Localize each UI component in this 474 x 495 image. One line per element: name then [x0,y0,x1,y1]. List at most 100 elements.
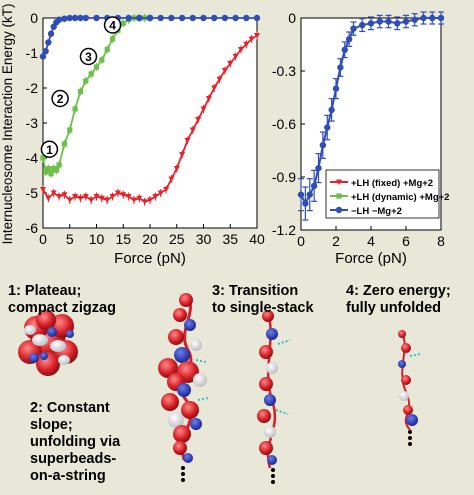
left-data-point [173,166,180,172]
left-data-point [253,14,261,22]
left-data-point [200,14,207,22]
left-data-point [104,46,110,53]
right-data-point [328,106,335,114]
right-data-point [411,16,418,23]
right-data-point [297,191,305,198]
left-data-point [98,195,105,202]
left-data-point [61,141,67,147]
caption-3-line-1: 3: Transition [212,283,299,299]
left-x-tick-label: 30 [196,231,212,247]
left-y-tick-label: -1 [26,45,39,61]
left-data-point [195,117,202,123]
left-y-tick-label: -3 [26,115,39,131]
left-data-point [72,106,78,112]
left-x-tick-label: 35 [222,231,238,247]
caption-2: 2: Constant slope; unfolding via superbe… [30,400,120,485]
left-y-tick-label: 0 [30,10,38,26]
left-data-point [120,192,127,198]
annotation-label: 2 [57,92,64,106]
legend-swatch-marker [335,206,343,214]
right-y-ticks: 0 -0.3 -0.6 -0.9 -1.2 [272,10,305,238]
right-x-tick-label: 2 [332,233,340,249]
left-data-point [93,64,100,70]
caption-2-line-3: unfolding via [30,434,121,450]
left-data-point [45,165,51,172]
left-x-tick-label: 5 [66,231,74,247]
left-data-point [205,96,212,102]
left-data-point [120,20,126,26]
left-data-point [232,54,239,60]
left-data-point [51,165,57,172]
right-data-point [306,191,313,198]
right-data-point [385,18,392,25]
left-data-point [56,162,62,168]
left-y-tick-label: -4 [26,150,39,166]
left-data-point [211,14,218,22]
left-data-point [163,187,170,193]
right-x-ticks: 0 2 4 6 8 [297,226,445,249]
unfolded-structure [398,330,421,446]
left-data-point [77,88,84,95]
left-data-point [67,127,73,133]
right-data-point [420,14,427,22]
caption-4-line-2: fully unfolded [346,300,442,316]
left-plot-area [42,17,258,229]
left-data-point [53,167,59,173]
left-data-point [136,195,143,202]
left-y-tick-label: -5 [26,185,39,201]
left-y-tick-label: -6 [26,220,39,236]
left-data-point [88,197,95,203]
superbeads-structure [158,293,209,482]
left-data-point [39,53,47,60]
left-data-point [136,14,143,22]
left-x-tick-label: 20 [142,231,158,247]
left-data-point [227,61,234,67]
left-data-point [55,16,63,23]
caption-4-line-1: 4: Zero energy; [346,283,451,299]
legend-entry-2: +LH (dynamic) +Mg+2 [351,192,449,203]
left-data-point [72,194,79,200]
right-x-tick-label: 4 [367,233,375,249]
left-y-ticks: 0 -1 -2 -3 -4 -5 -6 [26,10,47,236]
left-data-point [237,47,244,53]
right-x-tick-label: 6 [402,233,410,249]
left-data-point [248,36,255,42]
right-data-point [315,164,322,172]
left-data-point [189,127,196,133]
right-data-point [332,85,340,92]
legend: +LH (fixed) +Mg+2 +LH (dynamic) +Mg+2 −LH … [325,169,449,219]
legend-swatch-marker [336,179,342,185]
left-data-point [146,14,154,22]
right-data-point [429,14,436,22]
compact-zigzag-structure [18,310,78,376]
left-data-point [157,14,164,22]
left-data-point [179,152,186,158]
left-annotations: 1 2 3 4 [40,16,122,158]
left-data-point [66,197,73,203]
caption-2-line-1: 2: Constant [30,400,110,416]
legend-entry-1: +LH (fixed) +Mg+2 [351,178,433,189]
left-data-point [178,14,186,22]
left-x-tick-label: 15 [115,231,131,247]
annotation-label: 3 [85,50,92,64]
left-x-ticks: 0 5 10 15 20 25 30 35 40 [39,224,265,247]
left-data-point [61,15,68,22]
left-y-tick-label: -2 [26,80,39,96]
left-data-point [66,14,73,22]
left-data-point [43,169,49,175]
left-data-point [254,33,260,39]
left-data-point [130,197,137,203]
left-x-tick-label: 10 [89,231,105,247]
right-series [297,11,445,221]
left-data-point [221,14,229,22]
caption-2-line-4: superbeads- [30,451,117,467]
right-plot: 0 -0.3 -0.6 -0.9 -1.2 0 2 4 6 8 Force (pN) +LH (… [272,10,450,267]
left-data-point [157,190,164,196]
right-x-axis-label: Force (pN) [335,250,407,267]
left-data-point [48,171,54,177]
left-data-point [168,176,175,182]
right-data-point [337,64,344,71]
left-data-point [184,138,191,144]
left-x-axis-label: Force (pN) [114,250,186,267]
